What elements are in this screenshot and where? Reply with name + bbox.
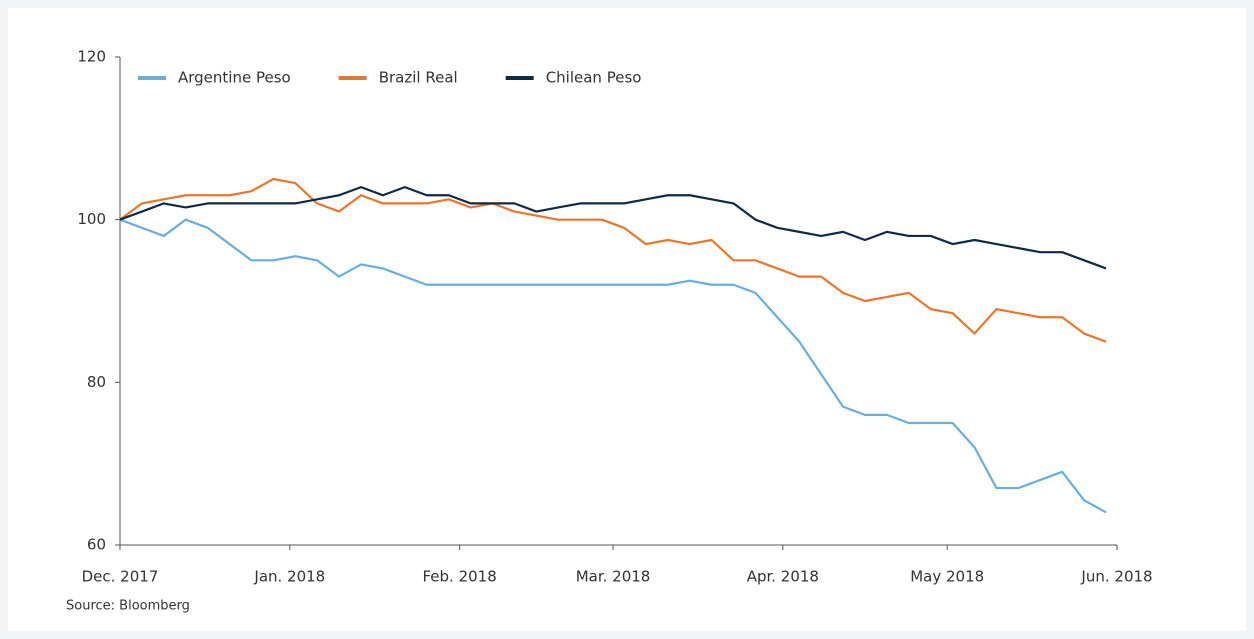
panel <box>8 8 1246 631</box>
x-tick-label: May 2018 <box>910 568 984 586</box>
series-line <box>119 186 1107 270</box>
x-tick-label: Jan. 2018 <box>253 568 325 586</box>
series-line <box>119 218 1107 514</box>
legend-label: Brazil Real <box>379 69 458 87</box>
x-tick-label: Dec. 2017 <box>82 568 159 586</box>
y-tick-label: 60 <box>87 536 106 554</box>
x-tick-label: Apr. 2018 <box>747 568 819 586</box>
source: Source: Bloomberg <box>66 599 190 614</box>
y-tick-label: 80 <box>87 373 106 391</box>
legend-label: Chilean Peso <box>546 69 642 87</box>
y-tick-label: 100 <box>77 210 106 228</box>
legend-label: Argentine Peso <box>178 69 291 87</box>
x-tick-label: Mar. 2018 <box>576 568 651 586</box>
y-tick-label: 120 <box>77 48 106 66</box>
x-tick-label: Feb. 2018 <box>422 568 496 586</box>
series-line <box>119 177 1107 343</box>
x-tick-label: Jun. 2018 <box>1080 568 1152 586</box>
